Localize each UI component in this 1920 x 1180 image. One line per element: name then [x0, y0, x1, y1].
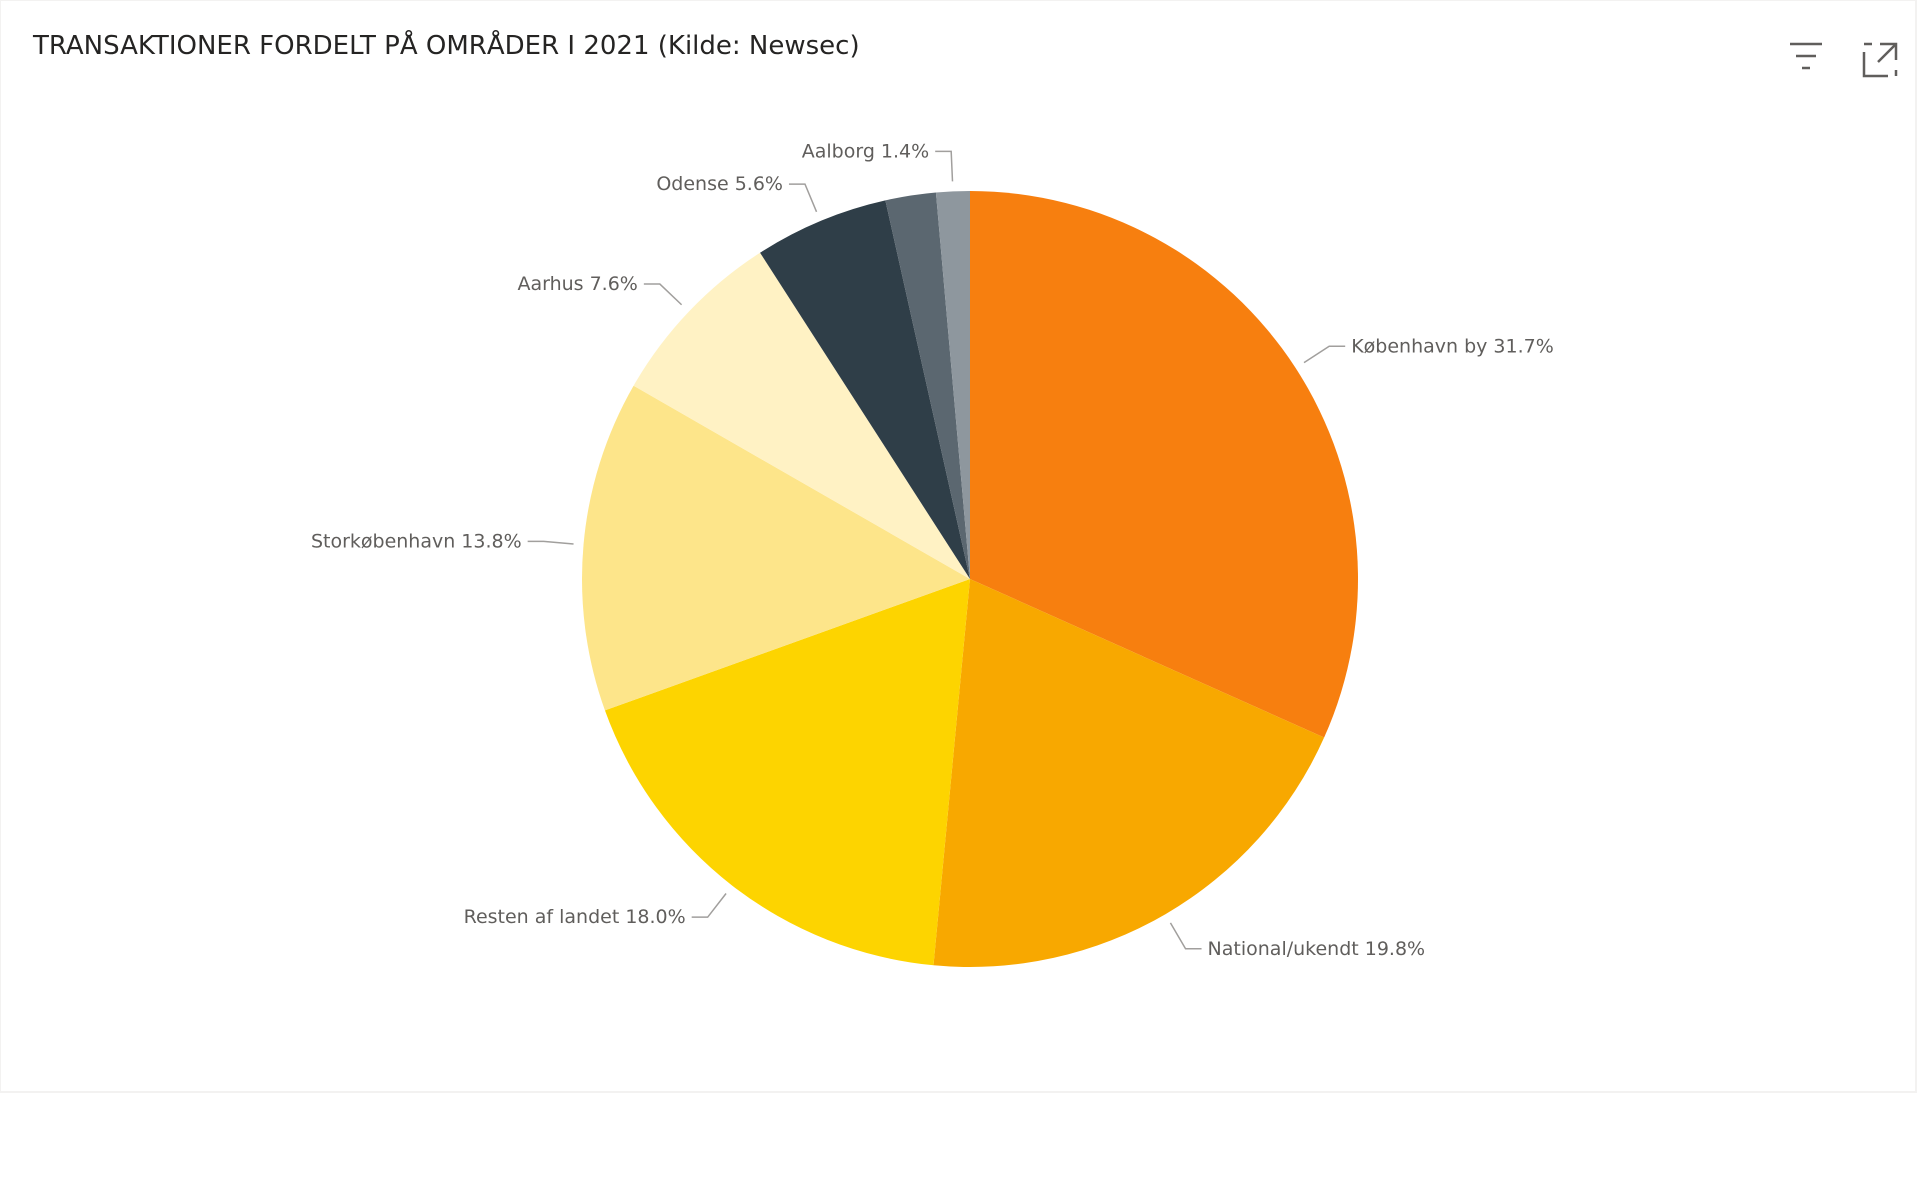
data-label-category: Odense — [656, 173, 728, 195]
data-label-category: National/ukendt — [1208, 937, 1359, 959]
data-label-category: Storkøbenhavn — [311, 530, 455, 552]
data-label: Storkøbenhavn 13.8% — [311, 530, 522, 552]
data-label-value: 7.6% — [590, 273, 638, 295]
filter-icon[interactable] — [1790, 42, 1822, 70]
data-label-value: 18.0% — [625, 906, 685, 928]
data-label: Aarhus 7.6% — [517, 273, 637, 295]
pie-slice — [633, 252, 970, 579]
data-label: National/ukendt 19.8% — [1208, 937, 1426, 959]
data-label: Resten af landet 18.0% — [464, 906, 686, 928]
data-label-value: 1.4% — [881, 140, 929, 162]
leader-line — [1169, 922, 1202, 950]
pie-slice — [582, 385, 970, 711]
pie-slice — [935, 191, 970, 579]
data-label: Aalborg 1.4% — [802, 140, 929, 162]
pie: København by 31.7% National/ukendt 19.8% Res… — [311, 140, 1554, 967]
pie-slice — [933, 579, 1325, 967]
data-label-category: Aalborg — [802, 140, 875, 162]
data-label-value: 5.6% — [735, 173, 783, 195]
data-label-category: København by — [1351, 335, 1487, 357]
chart-title: TRANSAKTIONER FORDELT PÅ OMRÅDER I 2021 … — [32, 29, 860, 61]
pie-slice — [970, 191, 1358, 738]
leader-line — [788, 183, 818, 213]
leader-line — [527, 540, 574, 545]
data-label: København by 31.7% — [1351, 335, 1554, 357]
data-label-category: Aarhus — [517, 273, 583, 295]
pie-slice — [885, 192, 970, 579]
leader-line — [1303, 345, 1346, 364]
focus-mode-icon[interactable] — [1862, 42, 1898, 78]
data-label-value: 31.7% — [1493, 335, 1553, 357]
pie-slice — [760, 200, 970, 579]
leader-line — [935, 150, 954, 182]
data-label: Odense 5.6% — [656, 173, 783, 195]
pie-slice — [604, 579, 970, 966]
leader-line — [643, 283, 683, 306]
data-label-value: 13.8% — [461, 530, 521, 552]
data-label-category: Resten af landet — [464, 906, 620, 928]
leader-line — [691, 893, 727, 918]
data-label-value: 19.8% — [1365, 937, 1425, 959]
